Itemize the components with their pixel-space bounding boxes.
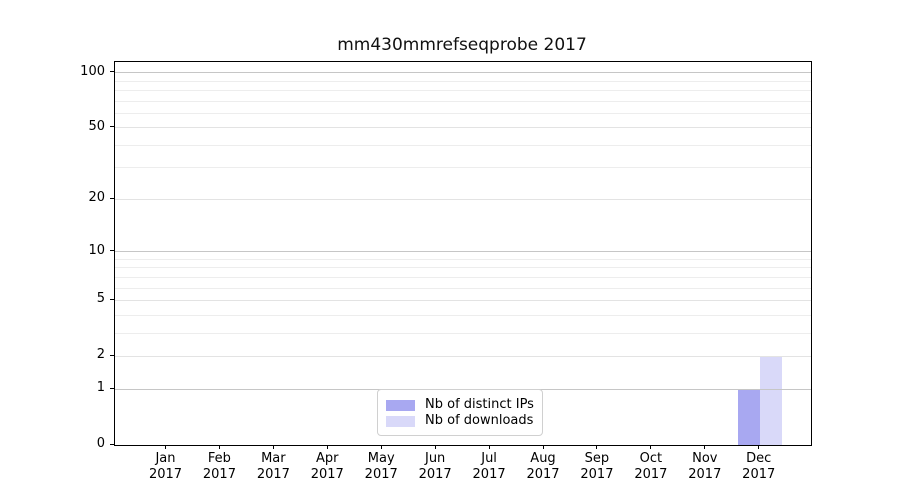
x-tick-label-feb: Feb 2017 <box>202 451 236 482</box>
gridline-minor-y4 <box>115 314 811 316</box>
gridline-minor-y80 <box>115 89 811 91</box>
legend-label-downloads: Nb of downloads <box>425 413 534 428</box>
x-tick-apr <box>326 445 328 449</box>
y-tick-label-1: 1 <box>96 380 105 396</box>
legend-swatch-downloads <box>386 415 415 427</box>
gridline-major-y10 <box>115 251 811 253</box>
bar-distinct-ips-dec <box>737 389 760 445</box>
y-tick-1 <box>110 387 114 389</box>
x-tick-label-jan: Jan 2017 <box>148 451 183 482</box>
x-tick-label-jun: Jun 2017 <box>418 451 452 482</box>
gridline-minor-y40 <box>115 144 811 146</box>
gridline-minor-y9 <box>115 258 811 260</box>
y-tick-label-100: 100 <box>80 63 105 79</box>
gridline-minor-y7 <box>115 276 811 278</box>
legend-swatch-distinct-ips <box>386 399 415 411</box>
x-tick-may <box>380 445 382 449</box>
y-tick-2 <box>110 354 114 356</box>
y-tick-label-2: 2 <box>96 347 105 363</box>
x-tick-aug <box>542 445 544 449</box>
legend-label-distinct-ips: Nb of distinct IPs <box>425 397 534 412</box>
x-tick-label-apr: Apr 2017 <box>310 451 344 482</box>
y-tick-label-20: 20 <box>88 190 105 206</box>
x-tick-mar <box>272 445 274 449</box>
gridline-labeled-y2 <box>115 355 811 357</box>
x-tick-label-jul: Jul 2017 <box>472 451 506 482</box>
gridline-minor-y90 <box>115 80 811 82</box>
gridline-minor-y30 <box>115 167 811 169</box>
x-tick-label-nov: Nov 2017 <box>688 451 722 482</box>
y-tick-5 <box>110 298 114 300</box>
x-tick-label-mar: Mar 2017 <box>256 451 290 482</box>
y-tick-50 <box>110 126 114 128</box>
gridline-labeled-y20 <box>115 198 811 200</box>
x-tick-dec <box>758 445 760 449</box>
gridline-minor-y6 <box>115 287 811 289</box>
legend-item-distinct-ips: Nb of distinct IPs <box>386 397 542 413</box>
y-tick-label-10: 10 <box>88 242 105 258</box>
legend: Nb of distinct IPs Nb of downloads <box>377 389 543 436</box>
gridline-labeled-y5 <box>115 299 811 301</box>
x-tick-label-oct: Oct 2017 <box>634 451 668 482</box>
x-tick-jun <box>434 445 436 449</box>
gridline-labeled-y50 <box>115 127 811 129</box>
plot-area <box>114 61 812 446</box>
x-tick-jul <box>488 445 490 449</box>
chart-title: mm430mmrefseqprobe 2017 <box>337 35 587 55</box>
x-tick-jan <box>165 445 166 449</box>
x-tick-label-may: May 2017 <box>364 451 398 482</box>
y-tick-label-50: 50 <box>88 118 105 134</box>
gridline-minor-y8 <box>115 267 811 269</box>
x-tick-sep <box>596 445 598 449</box>
x-tick-feb <box>218 445 220 449</box>
y-tick-label-5: 5 <box>96 291 105 307</box>
y-tick-20 <box>110 197 114 199</box>
y-tick-label-0: 0 <box>96 436 105 451</box>
x-tick-nov <box>704 445 706 449</box>
x-tick-oct <box>650 445 652 449</box>
x-tick-label-dec: Dec 2017 <box>742 451 776 482</box>
gridline-major-y100 <box>115 72 811 74</box>
x-tick-label-aug: Aug 2017 <box>526 451 560 482</box>
x-tick-label-sep: Sep 2017 <box>580 451 614 482</box>
legend-item-downloads: Nb of downloads <box>386 413 542 429</box>
y-tick-0 <box>110 443 114 445</box>
bar-downloads-dec <box>759 356 782 445</box>
gridline-minor-y70 <box>115 100 811 102</box>
gridline-minor-y60 <box>115 112 811 114</box>
gridline-minor-y3 <box>115 332 811 334</box>
y-tick-10 <box>110 250 114 252</box>
y-tick-100 <box>110 71 114 73</box>
